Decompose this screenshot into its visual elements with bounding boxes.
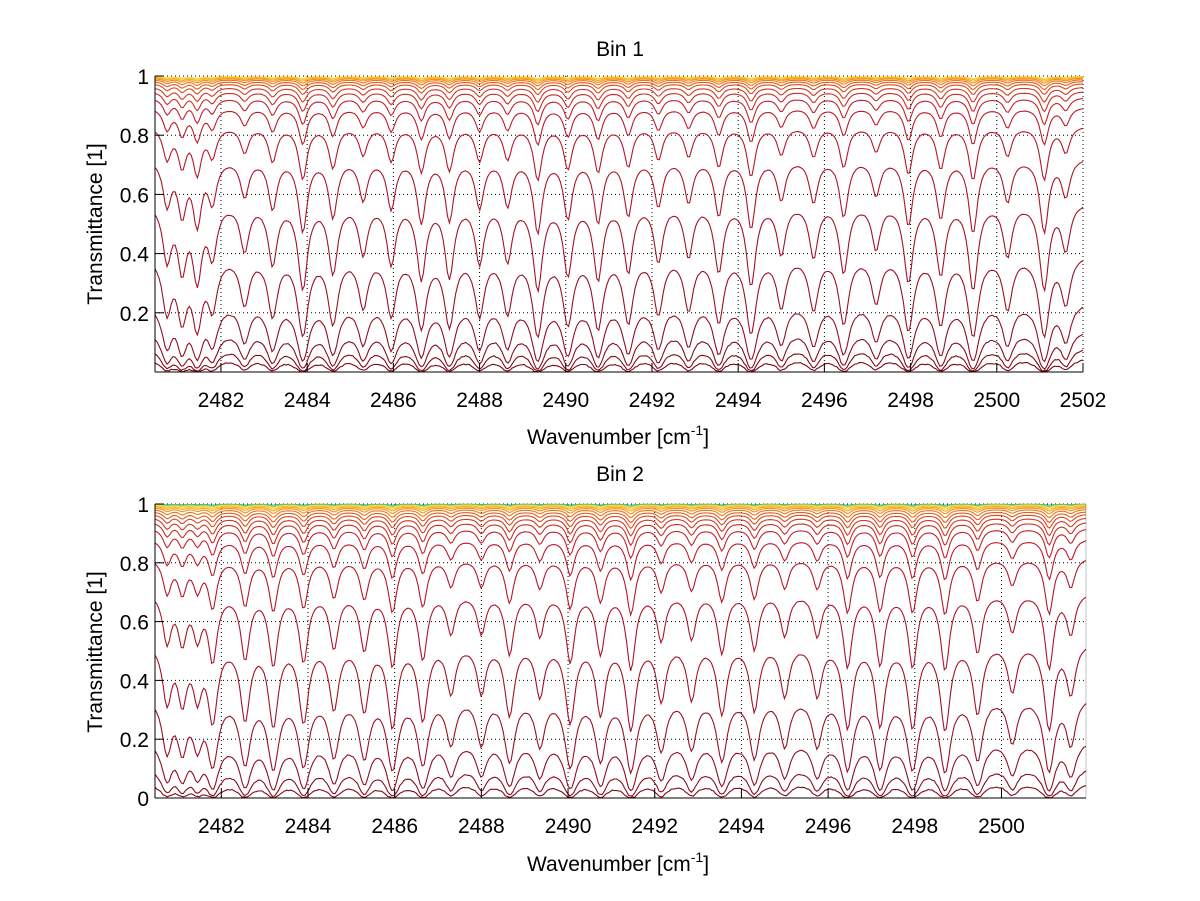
x-tick-label: 2502 [1060, 389, 1107, 412]
series-line-layer-13 [154, 161, 1084, 236]
x-tick-label: 2482 [198, 815, 245, 838]
series-line-layer-2 [154, 504, 1086, 507]
y-tick-label: 1 [137, 494, 149, 517]
x-tick-label: 2494 [715, 389, 762, 412]
y-tick-label: 1 [137, 66, 149, 89]
y-tick-label: 0.2 [120, 303, 149, 326]
x-axis-label-superscript: -1 [691, 422, 704, 438]
y-tick-labels: 0 0.2 0.4 0.6 0.8 1 [120, 494, 150, 811]
x-tick-label: 2490 [545, 815, 592, 838]
series-line-layer-20 [154, 785, 1087, 799]
x-tick-label: 2488 [456, 389, 503, 412]
series-line-layer-5 [154, 79, 1084, 87]
series-line-layer-8 [154, 511, 1087, 524]
x-axis-label-end: ] [703, 853, 709, 876]
y-tick-label: 0.4 [120, 244, 150, 267]
x-tick-label: 2482 [198, 389, 245, 412]
series-line-layer-6 [154, 81, 1084, 91]
series-line-layer-5 [154, 506, 1087, 512]
series-line-layer-18 [154, 745, 1087, 792]
x-axis-label-end: ] [703, 426, 709, 449]
series-line-layer-19 [154, 770, 1087, 797]
series-line-layer-9 [154, 514, 1087, 530]
y-tick-label: 0.6 [120, 612, 149, 635]
series-line-layer-15 [154, 260, 1084, 339]
series-line-layer-12 [154, 529, 1087, 560]
series-line-layer-10 [154, 517, 1087, 537]
series-lines [154, 503, 1087, 799]
x-axis-label: Wavenumber [cm-1] [527, 849, 709, 876]
series-line-layer-13 [154, 540, 1087, 582]
axes-bin-1: Bin 1 2482 2484 2486 2488 2490 2492 2494 2496 24… [84, 38, 1106, 449]
y-tick-label: 0.4 [120, 670, 150, 693]
grid [155, 75, 1084, 372]
x-tick-label: 2492 [629, 389, 676, 412]
series-line-layer-14 [154, 206, 1084, 294]
series-line-layer-2 [154, 76, 1083, 81]
x-axis-label-main: Wavenumber [cm [527, 853, 691, 876]
series-line-layer-7 [154, 83, 1084, 96]
x-tick-label: 2484 [284, 389, 331, 412]
y-tick-label: 0.6 [120, 184, 149, 207]
x-tick-labels: 2482 2484 2486 2488 2490 2492 2494 2496 2498 2500 [198, 815, 1025, 838]
x-tick-label: 2494 [718, 815, 765, 838]
chart-title: Bin 2 [596, 463, 644, 486]
x-tick-label: 2488 [458, 815, 505, 838]
series-line-layer-11 [154, 522, 1087, 547]
series-line-layer-12 [154, 127, 1084, 182]
x-tick-label: 2498 [887, 389, 934, 412]
x-axis-label-main: Wavenumber [cm [527, 426, 691, 449]
series-line-layer-10 [154, 97, 1084, 126]
x-tick-label: 2486 [370, 389, 417, 412]
x-axis-label: Wavenumber [cm-1] [527, 422, 709, 449]
series-line-layer-17 [154, 703, 1087, 776]
x-tick-label: 2498 [891, 815, 938, 838]
series-line-layer-4 [154, 505, 1087, 510]
x-axis-label-superscript: -1 [691, 849, 704, 865]
series-line-layer-14 [154, 560, 1087, 618]
series-line-layer-19 [154, 359, 1084, 373]
x-tick-label: 2500 [978, 815, 1025, 838]
x-tick-label: 2486 [371, 815, 418, 838]
series-line-layer-7 [154, 509, 1087, 519]
chart-title: Bin 1 [596, 38, 644, 61]
y-axis-label: Transmittance [1] [84, 143, 107, 304]
series-line-layer-16 [154, 306, 1084, 363]
x-tick-label: 2496 [801, 389, 848, 412]
y-tick-label: 0.2 [120, 729, 149, 752]
x-tick-label: 2496 [805, 815, 852, 838]
y-tick-label: 0.8 [120, 553, 149, 576]
y-tick-label: 0.8 [120, 125, 149, 148]
series-line-layer-18 [154, 349, 1084, 372]
series-line-layer-17 [154, 333, 1084, 370]
x-tick-labels: 2482 2484 2486 2488 2490 2492 2494 2496 2498 2500… [198, 389, 1107, 412]
series-line-layer-11 [154, 108, 1084, 147]
axes-frame [154, 503, 1087, 799]
series-line-layer-15 [154, 596, 1087, 672]
series-line-layer-3 [155, 504, 1087, 509]
axes-frame [154, 75, 1084, 373]
series-line-layer-4 [154, 78, 1083, 84]
series-line-layer-8 [154, 87, 1084, 103]
series-line-layer-6 [154, 507, 1087, 515]
x-tick-label: 2490 [542, 389, 589, 412]
series-line-layer-9 [154, 91, 1084, 113]
y-axis-label: Transmittance [1] [84, 571, 107, 732]
series-line-layer-16 [154, 648, 1087, 733]
y-tick-labels: 0.2 0.4 0.6 0.8 1 [120, 66, 150, 326]
axes-bin-2: Bin 2 2482 2484 2486 2488 2490 2492 2494 2496 24… [84, 463, 1087, 876]
x-tick-label: 2500 [973, 389, 1020, 412]
x-tick-label: 2492 [631, 815, 678, 838]
y-tick-label: 0 [137, 788, 149, 811]
series-lines [154, 76, 1084, 373]
series-line-layer-3 [154, 77, 1083, 82]
x-tick-label: 2484 [285, 815, 332, 838]
series-line-layer-1 [154, 76, 1083, 79]
